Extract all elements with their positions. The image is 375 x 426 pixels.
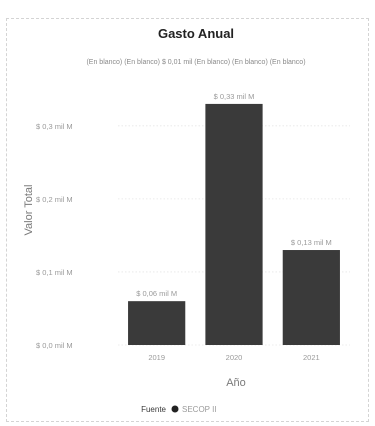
y-axis-label: Valor Total: [23, 185, 35, 236]
x-tick-label-2019: 2019: [148, 353, 165, 362]
x-axis-label: Año: [226, 377, 246, 389]
y-tick-label: $ 0,1 mil M: [36, 268, 73, 277]
bar-2020: [205, 103, 263, 346]
bar-2021: [282, 250, 340, 345]
data-labels: $ 0,06 mil M $ 0,33 mil M $ 0,13 mil M: [136, 92, 332, 298]
y-tick-label: $ 0,3 mil M: [36, 122, 73, 131]
source-value: SECOP II: [182, 405, 217, 414]
y-tick-labels: $ 0,0 mil M $ 0,1 mil M $ 0,2 mil M $ 0,3 m…: [36, 122, 73, 350]
y-tick-label: $ 0,0 mil M: [36, 341, 73, 350]
chart-card: [6, 18, 369, 422]
x-tick-label-2021: 2021: [303, 353, 320, 362]
data-label-2019: $ 0,06 mil M: [136, 289, 177, 298]
x-tick-labels: 2019 2020 2021: [148, 353, 319, 362]
chart-title: Gasto Anual: [158, 26, 234, 41]
source-label: Fuente: [141, 405, 166, 414]
source-legend: Fuente SECOP II: [141, 405, 216, 414]
bars: [128, 103, 340, 346]
source-marker-dot: [171, 405, 179, 413]
data-label-2020: $ 0,33 mil M: [214, 92, 255, 101]
y-tick-label: $ 0,2 mil M: [36, 195, 73, 204]
bar-2019: [128, 301, 186, 345]
data-label-2021: $ 0,13 mil M: [291, 238, 332, 247]
legend-header: (En blanco) (En blanco) $ 0,01 mil (En b…: [86, 59, 305, 66]
x-tick-label-2020: 2020: [226, 353, 243, 362]
